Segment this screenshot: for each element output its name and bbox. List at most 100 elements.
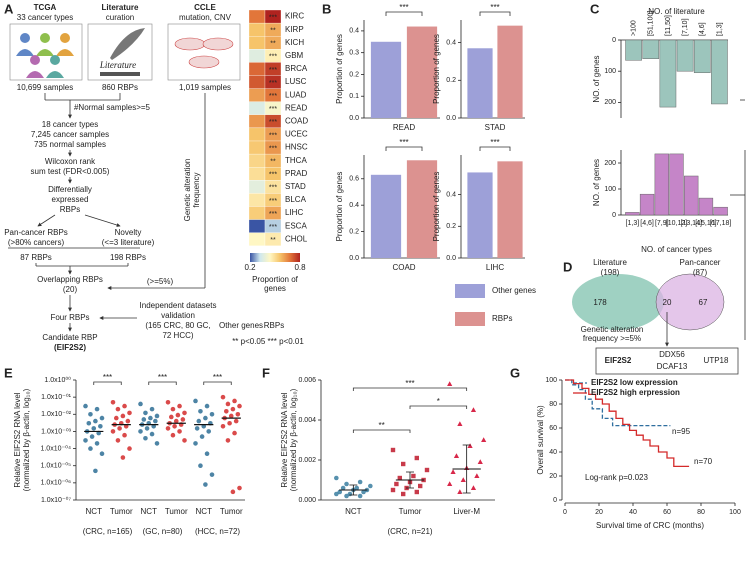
row-label: GBM <box>285 51 304 60</box>
data-point <box>340 485 346 491</box>
significance-label: *** <box>490 3 499 12</box>
significance-label: *** <box>269 211 277 218</box>
row-label: KIRP <box>285 25 304 34</box>
heat-cell <box>248 88 266 102</box>
significance-label: *** <box>269 224 277 231</box>
gene-label: DDX56 <box>659 350 685 359</box>
venn-label: (87) <box>693 268 708 277</box>
y-tick-label: 1.0x10⁻⁰⁵ <box>41 462 72 470</box>
bar <box>684 175 699 216</box>
flow-text: Novelty <box>115 228 142 237</box>
data-point <box>88 446 93 451</box>
data-point <box>447 481 453 486</box>
row-label: ESCA <box>285 221 307 230</box>
flow-text: (<=3 literature) <box>102 238 155 247</box>
colorbar-tick-label: 0.2 <box>244 263 256 272</box>
significance-label: ** <box>270 237 276 244</box>
flow-text: Candidate RBP <box>42 333 97 342</box>
x-tick-label: Tumor <box>165 507 188 516</box>
y-axis-label: Overall survival (%) <box>536 405 545 475</box>
data-point <box>165 426 171 431</box>
heat-cell <box>248 22 266 37</box>
x-tick-label: [11,50] <box>665 15 672 36</box>
x-tick-label: NCT <box>345 507 362 516</box>
data-point <box>115 406 121 412</box>
flow-text: 18 cancer types <box>42 120 98 129</box>
data-point <box>99 415 105 421</box>
y-axis-label: Proportion of genes <box>335 34 344 104</box>
significance-label: *** <box>405 379 414 388</box>
significance-bracket <box>479 11 511 16</box>
y-tick-label: 0.4 <box>446 39 456 46</box>
bar <box>370 41 402 118</box>
flow-text: sum test (FDR<0.005) <box>31 167 110 176</box>
legend-label: Other genes <box>492 286 536 295</box>
data-point <box>143 410 148 416</box>
x-tick-label: Liver-M <box>453 507 480 516</box>
data-point <box>149 406 155 412</box>
y-tick-label: 100 <box>604 186 616 193</box>
data-point <box>394 481 399 487</box>
y-axis-label: Relative EIF2S2 RNA level <box>280 392 289 487</box>
flow-text: Wilcoxon rank <box>45 157 96 166</box>
significance-label: ** <box>379 421 385 430</box>
y-tick-label: 0 <box>612 37 616 44</box>
error-bar <box>349 484 358 496</box>
flow-text: (20) <box>63 285 78 294</box>
x-tick-label: [13,14] <box>681 220 702 227</box>
flow-text: (165 CRC, 80 GC, <box>145 321 210 330</box>
significance-bracket <box>385 11 423 16</box>
data-point <box>99 451 105 457</box>
data-point <box>225 438 231 443</box>
colorbar-label: genes <box>264 284 286 293</box>
data-point <box>91 426 97 431</box>
venn-count: 67 <box>699 298 708 307</box>
x-tick-label: [4,6] <box>699 22 706 36</box>
survival-curve <box>565 379 690 468</box>
heat-cell <box>248 49 266 63</box>
heat-cell <box>248 62 266 76</box>
flow-text: 72 HCC) <box>162 331 193 340</box>
significance-label: * <box>437 397 440 406</box>
row-label: KIRC <box>285 12 304 21</box>
data-point <box>357 493 363 499</box>
significance-label: *** <box>269 185 277 192</box>
row-label: UCEC <box>285 130 308 139</box>
error-bar <box>406 471 414 489</box>
data-point <box>110 429 116 434</box>
y-axis-label: NO. of genes <box>592 55 601 102</box>
flow-text: (>=5%) <box>147 277 174 286</box>
y-tick-label: 0.2 <box>446 223 456 230</box>
bar <box>406 160 438 258</box>
x-tick-label: NCT <box>196 507 213 516</box>
data-point <box>193 398 198 404</box>
flow-text: CCLE <box>194 3 216 12</box>
y-tick-label: 1.0x10⁻⁰² <box>41 410 72 418</box>
y-tick-label: 0 <box>612 212 616 219</box>
flow-text: 735 normal samples <box>34 140 106 149</box>
x-axis-label: NO. of cancer types <box>641 245 712 254</box>
y-tick-label: 0.3 <box>349 50 359 57</box>
colorbar <box>250 253 300 262</box>
data-point <box>460 477 466 482</box>
data-point <box>138 429 143 434</box>
x-tick-label: [51,100] <box>648 11 655 36</box>
gene-label: DCAF13 <box>657 362 688 371</box>
data-point <box>198 408 203 414</box>
y-tick-label: 0.000 <box>298 497 316 504</box>
data-point <box>114 415 119 421</box>
y-tick-label: 1.0x10⁻⁰⁶ <box>41 479 72 487</box>
data-point <box>235 411 241 417</box>
x-tick-label: 100 <box>729 509 741 516</box>
group-label: (HCC, n=72) <box>195 527 240 536</box>
data-point <box>209 411 215 417</box>
bar <box>467 48 493 119</box>
significance-bracket <box>352 429 411 433</box>
data-point <box>83 403 88 409</box>
row-label: LUAD <box>285 90 307 99</box>
dish-icon <box>188 55 220 69</box>
legend-label: EIF2S2 high erpression <box>591 388 680 397</box>
row-label: LUSC <box>285 77 307 86</box>
